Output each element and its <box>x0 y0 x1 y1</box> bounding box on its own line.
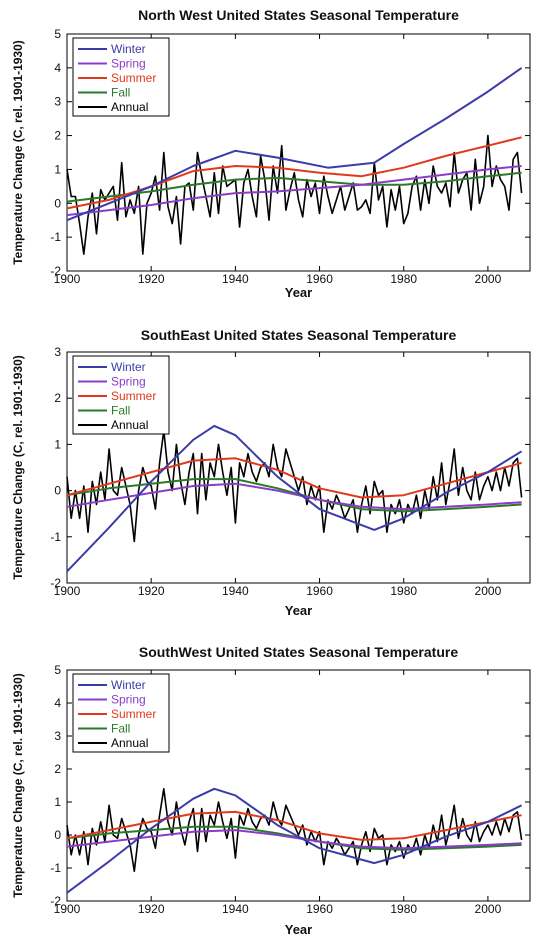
legend-label-annual: Annual <box>111 100 148 114</box>
x-tick-label: 1960 <box>306 272 333 286</box>
legend-label-annual: Annual <box>111 418 148 432</box>
series-line-summer <box>66 810 522 841</box>
x-tick-label: 1920 <box>138 902 165 916</box>
legend-label-fall: Fall <box>111 722 130 736</box>
x-tick-label: 1980 <box>390 272 417 286</box>
y-tick-label: 3 <box>54 95 61 109</box>
x-tick-label: 1940 <box>222 272 249 286</box>
x-tick-label: 2000 <box>475 272 502 286</box>
y-axis-label: Temperature Change (C, rel. 1901-1930) <box>11 40 25 265</box>
y-tick-label: 3 <box>54 729 61 743</box>
y-tick-label: 1 <box>54 795 61 809</box>
series-line-winter <box>66 67 523 222</box>
y-tick-label: -1 <box>50 230 61 244</box>
series-line-fall <box>66 171 522 203</box>
chart-panel-northwest: North West United States Seasonal Temper… <box>0 0 544 300</box>
x-axis-label: Year <box>285 285 312 300</box>
series-line-spring <box>66 165 522 217</box>
legend-label-summer: Summer <box>111 707 156 721</box>
legend-label-spring: Spring <box>111 57 146 71</box>
chart-panel-southeast: SouthEast United States Seasonal Tempera… <box>0 318 544 618</box>
y-tick-label: 2 <box>54 391 61 405</box>
y-tick-label: 3 <box>54 345 61 359</box>
x-tick-label: 1940 <box>222 902 249 916</box>
chart-svg-southeast: SouthEast United States Seasonal Tempera… <box>11 327 531 618</box>
legend-label-annual: Annual <box>111 736 148 750</box>
y-tick-label: 1 <box>54 437 61 451</box>
y-tick-label: 0 <box>54 484 61 498</box>
series-line-winter <box>66 787 523 894</box>
y-tick-label: 1 <box>54 162 61 176</box>
legend-label-spring: Spring <box>111 693 146 707</box>
legend-label-winter: Winter <box>111 678 146 692</box>
y-tick-label: -1 <box>50 530 61 544</box>
x-tick-label: 1920 <box>138 272 165 286</box>
legend-label-winter: Winter <box>111 360 146 374</box>
series-line-winter <box>66 424 523 573</box>
y-tick-label: 4 <box>54 696 61 710</box>
chart-title: North West United States Seasonal Temper… <box>138 7 459 23</box>
x-tick-label: 1900 <box>54 584 81 598</box>
x-tick-label: 2000 <box>475 584 502 598</box>
legend-label-fall: Fall <box>111 86 130 100</box>
y-tick-label: 0 <box>54 828 61 842</box>
x-axis-label: Year <box>285 922 312 937</box>
y-tick-label: 4 <box>54 61 61 75</box>
legend-label-winter: Winter <box>111 42 146 56</box>
x-tick-label: 1980 <box>390 902 417 916</box>
chart-title: SouthEast United States Seasonal Tempera… <box>141 327 457 343</box>
y-tick-label: 2 <box>54 129 61 143</box>
chart-svg-southwest: SouthWest United States Seasonal Tempera… <box>11 644 531 937</box>
legend-label-summer: Summer <box>111 71 156 85</box>
y-tick-label: 2 <box>54 762 61 776</box>
x-tick-label: 1980 <box>390 584 417 598</box>
x-tick-label: 1940 <box>222 584 249 598</box>
chart-svg-northwest: North West United States Seasonal Temper… <box>11 7 531 300</box>
series-line-summer <box>66 457 522 499</box>
x-tick-label: 1960 <box>306 902 333 916</box>
chart-title: SouthWest United States Seasonal Tempera… <box>139 644 458 660</box>
x-tick-label: 1900 <box>54 272 81 286</box>
series-line-spring <box>66 829 522 850</box>
legend-label-summer: Summer <box>111 389 156 403</box>
y-axis-label: Temperature Change (C, rel. 1901-1930) <box>11 355 25 580</box>
series-line-annual <box>66 134 523 255</box>
x-tick-label: 2000 <box>475 902 502 916</box>
x-tick-label: 1900 <box>54 902 81 916</box>
y-tick-label: -2 <box>50 894 61 908</box>
y-tick-label: 0 <box>54 196 61 210</box>
y-tick-label: -2 <box>50 576 61 590</box>
legend-label-spring: Spring <box>111 375 146 389</box>
x-tick-label: 1920 <box>138 584 165 598</box>
legend-label-fall: Fall <box>111 404 130 418</box>
y-tick-label: -1 <box>50 861 61 875</box>
y-tick-label: -2 <box>50 264 61 278</box>
x-axis-label: Year <box>285 603 312 618</box>
series-line-spring <box>66 482 522 511</box>
x-tick-label: 1960 <box>306 584 333 598</box>
y-axis-label: Temperature Change (C, rel. 1901-1930) <box>11 673 25 898</box>
chart-panel-southwest: SouthWest United States Seasonal Tempera… <box>0 635 544 942</box>
y-tick-label: 5 <box>54 27 61 41</box>
y-tick-label: 5 <box>54 663 61 677</box>
